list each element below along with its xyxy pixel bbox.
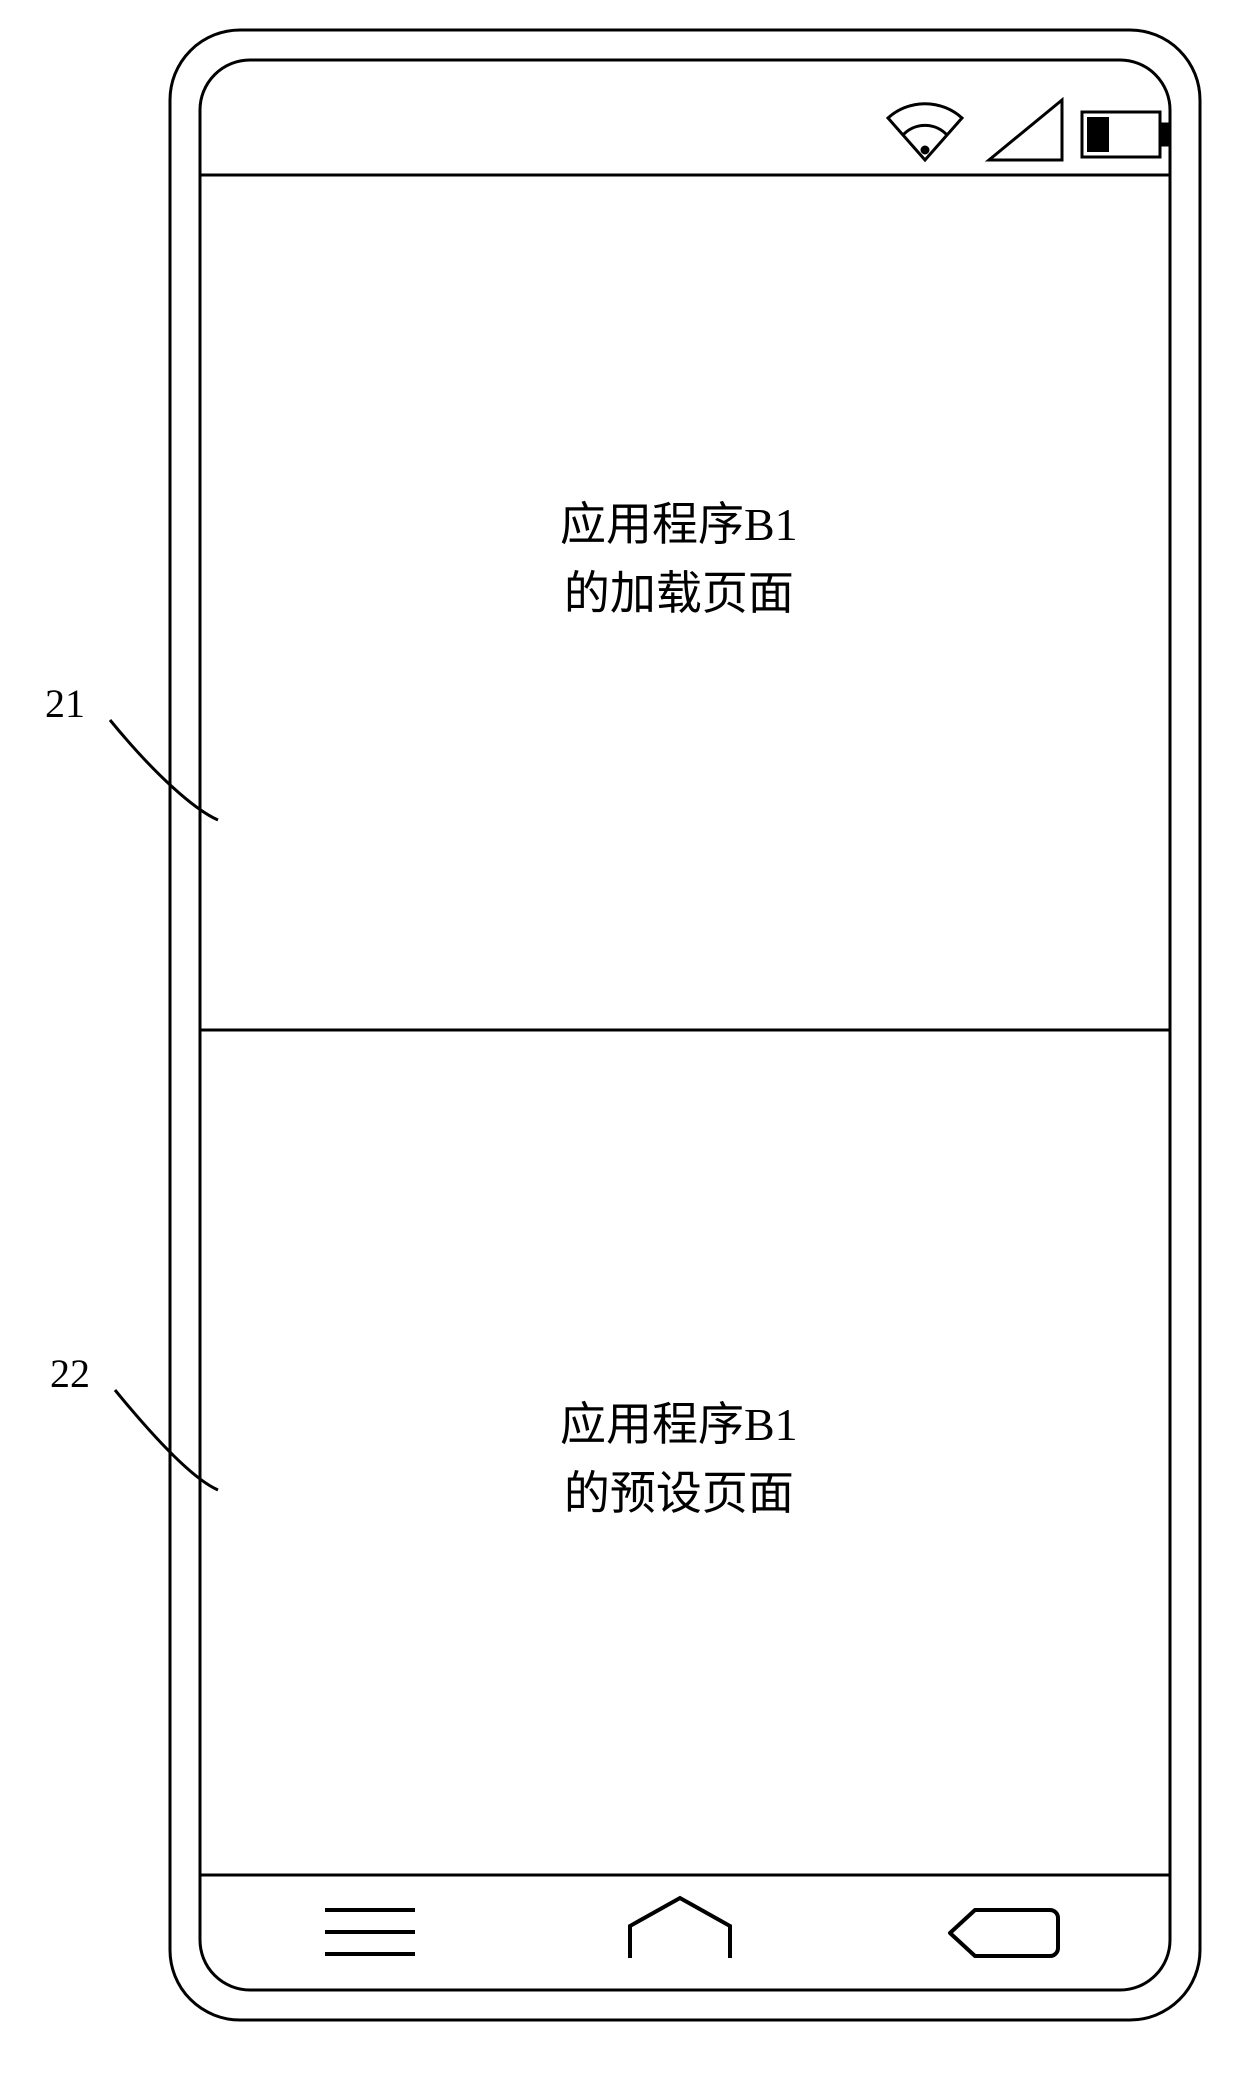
menu-nav-icon: [325, 1910, 415, 1954]
phone-outer-body: [170, 30, 1200, 2020]
back-nav-icon: [950, 1910, 1058, 1956]
top-region-line1: 应用程序B1: [560, 499, 798, 550]
top-region-line2: 的加载页面: [564, 568, 794, 619]
home-nav-icon: [630, 1898, 730, 1958]
callout-22-leader: [115, 1390, 218, 1490]
callout-21-leader: [110, 720, 218, 820]
top-region-text: 应用程序B1 的加载页面: [560, 490, 798, 628]
battery-icon: [1082, 112, 1168, 157]
bottom-region-line1: 应用程序B1: [560, 1399, 798, 1450]
bottom-region-text: 应用程序B1 的预设页面: [560, 1390, 798, 1528]
wifi-icon: [888, 104, 962, 160]
callout-21-label: 21: [45, 680, 85, 727]
bottom-region-line2: 的预设页面: [564, 1468, 794, 1519]
diagram-svg: [0, 0, 1240, 2075]
diagram-container: 21 22 应用程序B1 的加载页面 应用程序B1 的预设页面: [0, 0, 1240, 2075]
signal-icon: [989, 100, 1062, 160]
phone-inner-screen: [200, 60, 1170, 1990]
callout-22-label: 22: [50, 1350, 90, 1397]
